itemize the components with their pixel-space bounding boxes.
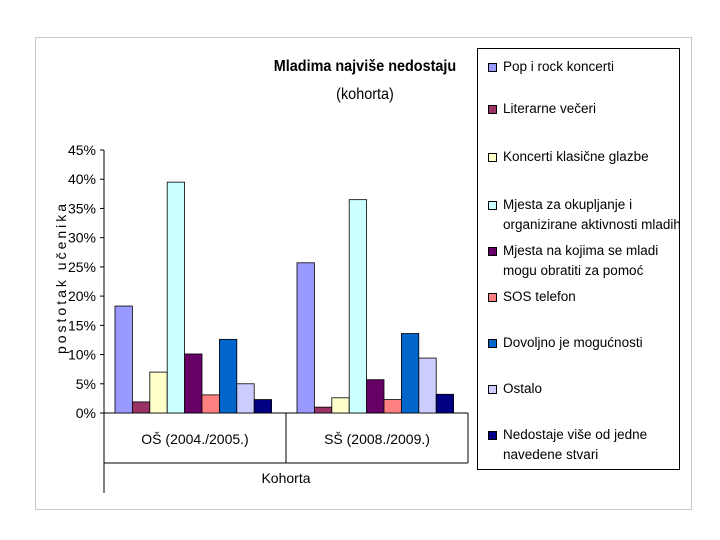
legend-swatch (488, 293, 497, 302)
bar (331, 397, 350, 414)
legend-swatch (488, 201, 497, 210)
legend-label: Mjesta za okupljanje i organizirane akti… (503, 197, 681, 232)
legend-swatch (488, 153, 497, 162)
bar (114, 305, 133, 414)
bar (236, 383, 255, 414)
chart-title: Mladima najviše nedostaju (273, 58, 457, 75)
legend-label: SOS telefon (503, 289, 576, 304)
legend-label: Pop i rock koncerti (503, 59, 615, 74)
bar (201, 394, 220, 414)
y-tick-label: 10% (68, 347, 96, 363)
bar (418, 357, 437, 414)
bar (400, 333, 420, 414)
y-tick-label: 35% (68, 200, 96, 216)
bar (296, 262, 315, 414)
bar (435, 393, 455, 414)
y-tick-label: 15% (68, 317, 96, 333)
legend-swatch (488, 431, 497, 440)
y-tick-label: 40% (68, 171, 96, 187)
x-category-label: SŠ (2008./2009.) (324, 431, 430, 447)
legend-label: Koncerti klasične glazbe (503, 149, 649, 164)
x-axis-title: Kohorta (261, 470, 310, 486)
bar (383, 399, 402, 414)
y-tick-label: 25% (68, 259, 96, 275)
bar (313, 406, 333, 414)
bar (348, 199, 368, 414)
bar (184, 353, 203, 414)
bar (149, 371, 168, 414)
y-tick-label: 20% (68, 288, 96, 304)
bar (366, 379, 385, 414)
y-tick-label: 5% (76, 376, 96, 392)
legend-label: Ostalo (503, 381, 543, 396)
y-axis-title: postotak učenika (53, 201, 69, 354)
y-tick-label: 0% (76, 405, 96, 421)
bar (131, 401, 151, 414)
bar (166, 181, 185, 414)
y-tick-label: 45% (68, 142, 96, 158)
legend-label: Mjesta na kojima se mladi mogu obratiti … (503, 243, 659, 278)
legend-swatch (488, 63, 497, 72)
bar (253, 399, 272, 414)
y-tick-label: 30% (68, 230, 96, 246)
legend-swatch (488, 339, 497, 348)
x-category-label: OŠ (2004./2005.) (141, 431, 248, 447)
chart-legend: Pop i rock koncerti Literarne večeri Konce… (477, 48, 681, 470)
legend-swatch (488, 247, 497, 256)
chart-subtitle: (kohorta) (336, 86, 394, 103)
legend-label: Literarne večeri (503, 101, 597, 116)
bar (218, 338, 238, 414)
legend-label: Nedostaje više od jedne navedene stvari (503, 427, 648, 462)
legend-swatch (488, 105, 497, 114)
legend-swatch (488, 385, 497, 394)
legend-label: Dovoljno je mogućnosti (503, 335, 643, 350)
